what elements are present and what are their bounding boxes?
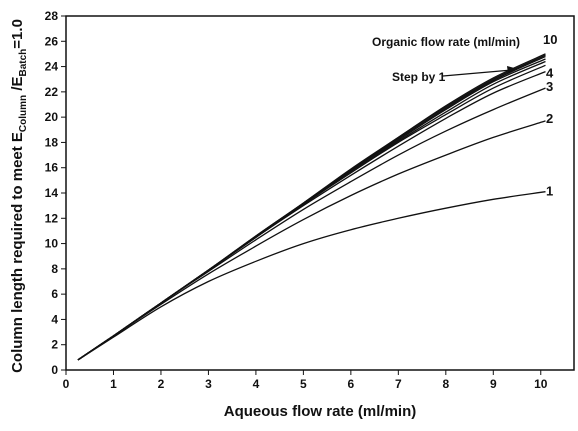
- series-line-1: [77, 191, 546, 361]
- x-tick-label: 7: [395, 377, 402, 391]
- series-line-5: [77, 64, 546, 361]
- y-axis-title-sub1: Column: [18, 95, 29, 132]
- y-axis-title: Column length required to meet EColumn /…: [9, 19, 29, 373]
- x-tick-label: 4: [253, 377, 260, 391]
- y-tick-label: 26: [45, 34, 59, 48]
- x-tick-label: 10: [534, 377, 548, 391]
- y-tick-label: 10: [45, 237, 59, 251]
- y-tick-label: 24: [45, 60, 59, 74]
- y-tick-label: 0: [51, 363, 58, 377]
- step-arrow: [442, 66, 518, 77]
- curve-labels: 1 2 34 10: [543, 32, 557, 199]
- y-tick-label: 16: [45, 161, 59, 175]
- x-axis-title: Aqueous flow rate (ml/min): [224, 403, 417, 420]
- x-tick-label: 0: [63, 377, 70, 391]
- step-note: Step by 1: [392, 70, 446, 84]
- series-line-2: [77, 120, 546, 361]
- legend-title: Organic flow rate (ml/min): [372, 35, 520, 49]
- y-tick-label: 14: [45, 186, 59, 200]
- curve-label-3: 3: [546, 79, 553, 94]
- series-line-10: [77, 53, 546, 361]
- x-tick-label: 6: [348, 377, 355, 391]
- y-tick-label: 8: [51, 262, 58, 276]
- y-tick-label: 6: [51, 287, 58, 301]
- y-axis-title-main: Column length required to meet E: [9, 132, 26, 373]
- y-tick-label: 22: [45, 85, 59, 99]
- y-tick-label: 4: [51, 312, 58, 326]
- y-axis-title-suffix: =1.0: [9, 19, 26, 49]
- x-tick-label: 3: [205, 377, 212, 391]
- x-tick-label: 5: [300, 377, 307, 391]
- y-tick-label: 12: [45, 211, 59, 225]
- y-axis-title-mid: /E: [9, 77, 26, 95]
- y-axis-title-sub2: Batch: [18, 49, 29, 77]
- curve-label-2: 2: [546, 111, 553, 126]
- y-tick-label: 28: [45, 9, 59, 23]
- x-tick-label: 9: [490, 377, 497, 391]
- curve-label-4: 4: [546, 66, 554, 81]
- series-line-3: [77, 87, 546, 361]
- curve-label-10: 10: [543, 32, 557, 47]
- x-tick-label: 8: [442, 377, 449, 391]
- series-lines: [77, 53, 546, 361]
- x-tick-label: 2: [158, 377, 165, 391]
- y-tick-label: 18: [45, 135, 59, 149]
- y-tick-label: 20: [45, 110, 59, 124]
- x-tick-label: 1: [110, 377, 117, 391]
- curve-label-1: 1: [546, 184, 553, 199]
- y-tick-label: 2: [51, 338, 58, 352]
